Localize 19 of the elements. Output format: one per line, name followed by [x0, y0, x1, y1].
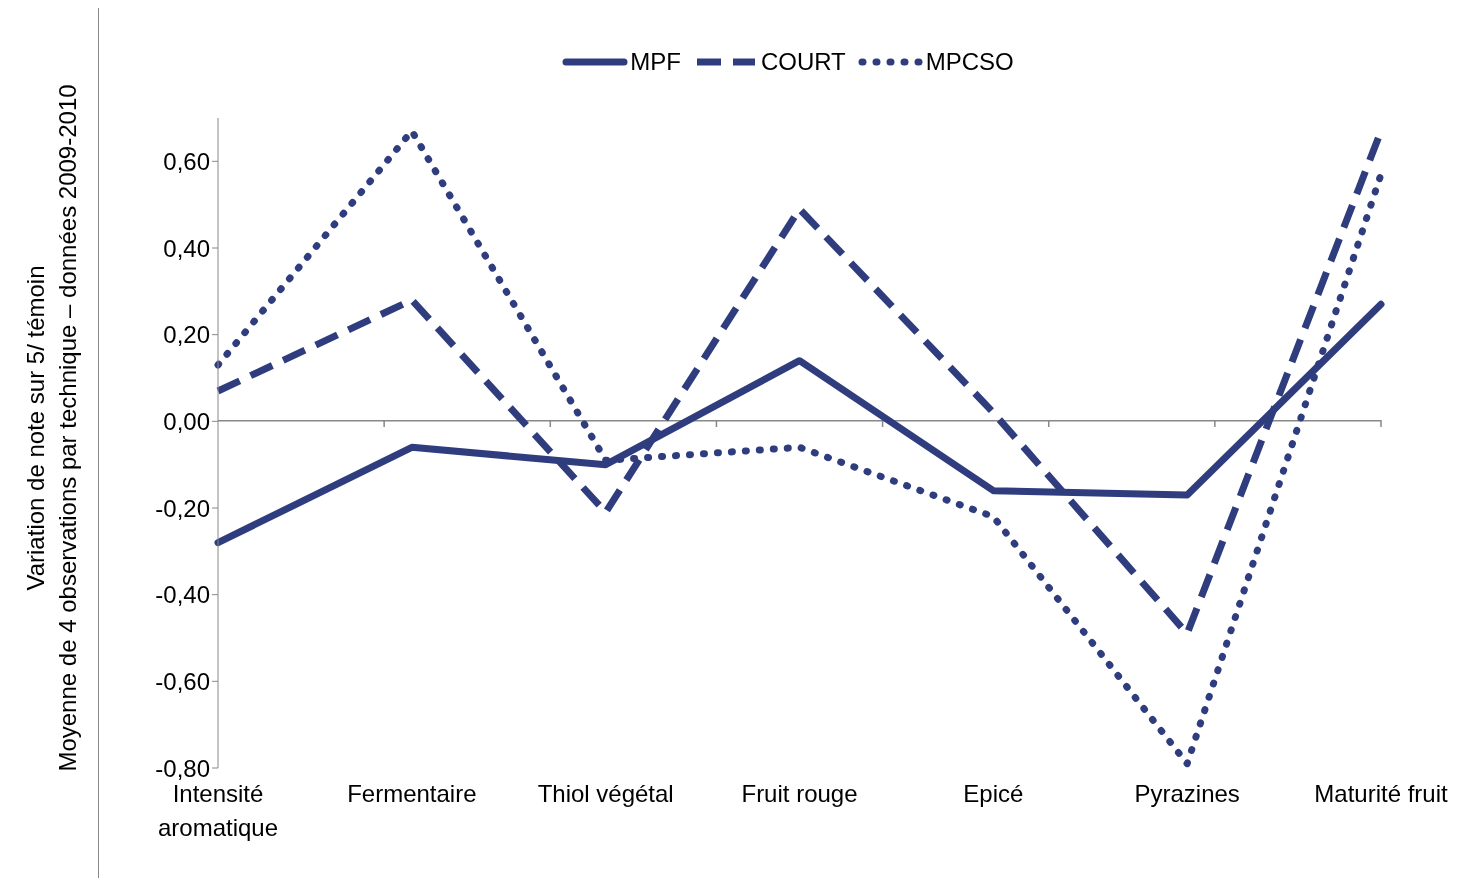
x-tick-label: Pyrazines: [1134, 780, 1240, 807]
legend-label: COURT: [760, 48, 846, 76]
y-tick-label: -0,80: [155, 754, 210, 782]
x-tick-label: Thiol végétal: [537, 780, 674, 807]
legend-label: MPF: [630, 48, 681, 76]
legend-label: MPCSO: [925, 48, 1014, 76]
y-tick-label: 0,40: [163, 234, 210, 262]
x-tick-label: Fermentaire: [347, 780, 477, 807]
y-tick-label: -0,20: [155, 494, 210, 522]
x-tick-label: Fruit rouge: [741, 780, 858, 807]
y-tick-label: -0,60: [155, 667, 210, 695]
y-tick-label: 0,00: [163, 407, 210, 435]
x-tick-label: Intensité aromatique: [157, 780, 279, 841]
y-tick-label: -0,40: [155, 581, 210, 609]
y-tick-label: 0,60: [163, 147, 210, 175]
x-tick-label: Epicé: [963, 780, 1024, 807]
x-tick-label: Maturité fruit: [1314, 780, 1449, 807]
y-tick-label: 0,20: [163, 321, 210, 349]
y-axis-title: Variation de note sur 5/ témoin Moyenne de 4 observations par technique – données 2009-2010: [22, 84, 81, 772]
